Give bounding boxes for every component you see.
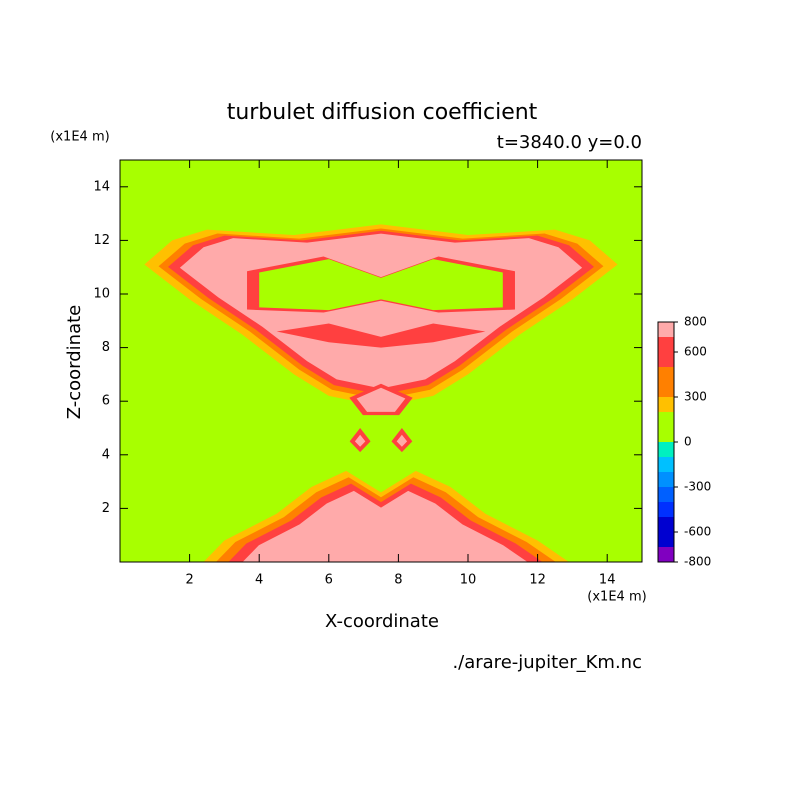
- contour-region: [276, 323, 486, 348]
- colorbar-band: [658, 502, 674, 517]
- x-axis-label: X-coordinate: [325, 611, 439, 632]
- colorbar-band: [658, 442, 674, 457]
- colorbar-band: [658, 322, 674, 337]
- colorbar-band: [658, 412, 674, 442]
- colorbar-tick-label: 300: [684, 390, 707, 404]
- colorbar-tick-label: -800: [684, 555, 711, 569]
- y-tick-label: 2: [102, 501, 110, 516]
- contour-region: [259, 259, 503, 311]
- colorbar-band: [658, 547, 674, 562]
- chart-subtitle: t=3840.0 y=0.0: [497, 132, 642, 153]
- colorbar-tick-label: -600: [684, 525, 711, 539]
- colorbar-tick-label: -300: [684, 480, 711, 494]
- y-tick-label: 6: [102, 394, 110, 409]
- plot-frame: [119, 159, 643, 563]
- y-tick-label: 14: [93, 179, 110, 194]
- plot-area: [120, 160, 642, 562]
- colorbar-band: [658, 487, 674, 502]
- colorbar-tick-label: 800: [684, 315, 707, 329]
- y-tick-label: 8: [102, 340, 110, 355]
- x-tick-label: 14: [599, 573, 616, 588]
- x-tick-label: 12: [529, 573, 546, 588]
- colorbar-tick-label: 0: [684, 435, 692, 449]
- y-tick-label: 12: [93, 233, 110, 248]
- contour-region: [242, 490, 528, 562]
- x-tick-label: 2: [185, 573, 193, 588]
- x-tick-label: 10: [460, 573, 477, 588]
- x-tick-label: 8: [394, 573, 402, 588]
- colorbar-band: [658, 472, 674, 487]
- colorbar-band: [658, 517, 674, 547]
- colorbar-tick-label: 600: [684, 345, 707, 359]
- y-tick-label: 10: [93, 287, 110, 302]
- chart-title: turbulet diffusion coefficient: [227, 100, 538, 125]
- x-tick-label: 6: [325, 573, 333, 588]
- contour-region: [356, 387, 406, 412]
- contour-region: [354, 434, 366, 447]
- y-tick-label: 4: [102, 447, 110, 462]
- contour-region: [396, 434, 408, 447]
- colorbar-band: [658, 457, 674, 472]
- source-label: ./arare-jupiter_Km.nc: [452, 652, 642, 673]
- colorbar-band: [658, 397, 674, 412]
- colorbar-band: [658, 367, 674, 397]
- y-axis-label: Z-coordinate: [64, 305, 85, 420]
- y-unit: (x1E4 m): [50, 130, 109, 145]
- x-unit: (x1E4 m): [587, 590, 646, 605]
- colorbar-band: [658, 337, 674, 367]
- x-tick-label: 4: [255, 573, 263, 588]
